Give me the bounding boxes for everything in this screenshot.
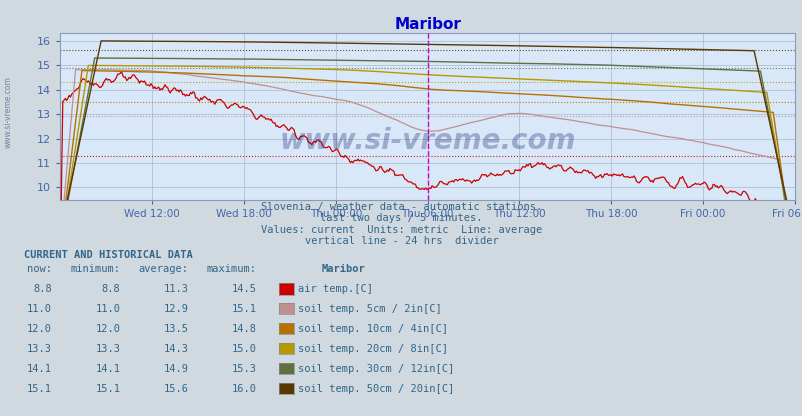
Text: soil temp. 30cm / 12in[C]: soil temp. 30cm / 12in[C]: [298, 364, 454, 374]
Text: Values: current  Units: metric  Line: average: Values: current Units: metric Line: aver…: [261, 225, 541, 235]
Text: 15.3: 15.3: [232, 364, 257, 374]
Text: now:: now:: [27, 265, 52, 275]
Text: average:: average:: [139, 265, 188, 275]
Text: www.si-vreme.com: www.si-vreme.com: [279, 127, 575, 156]
Text: 15.1: 15.1: [27, 384, 52, 394]
Text: vertical line - 24 hrs  divider: vertical line - 24 hrs divider: [304, 236, 498, 246]
Text: 14.8: 14.8: [232, 324, 257, 334]
Text: 15.1: 15.1: [232, 305, 257, 314]
Text: 15.0: 15.0: [232, 344, 257, 354]
Text: 8.8: 8.8: [34, 285, 52, 295]
Text: 12.0: 12.0: [27, 324, 52, 334]
Text: maximum:: maximum:: [207, 265, 257, 275]
Text: 14.1: 14.1: [95, 364, 120, 374]
Text: 15.1: 15.1: [95, 384, 120, 394]
Text: 11.0: 11.0: [95, 305, 120, 314]
Text: minimum:: minimum:: [71, 265, 120, 275]
Text: 12.9: 12.9: [164, 305, 188, 314]
Title: Maribor: Maribor: [394, 17, 460, 32]
Text: last two days / 5 minutes.: last two days / 5 minutes.: [320, 213, 482, 223]
Text: soil temp. 10cm / 4in[C]: soil temp. 10cm / 4in[C]: [298, 324, 448, 334]
Text: 12.0: 12.0: [95, 324, 120, 334]
Text: CURRENT AND HISTORICAL DATA: CURRENT AND HISTORICAL DATA: [24, 250, 192, 260]
Text: 15.6: 15.6: [164, 384, 188, 394]
Text: soil temp. 50cm / 20in[C]: soil temp. 50cm / 20in[C]: [298, 384, 454, 394]
Text: Slovenia / weather data - automatic stations.: Slovenia / weather data - automatic stat…: [261, 202, 541, 212]
Text: 14.9: 14.9: [164, 364, 188, 374]
Text: 13.5: 13.5: [164, 324, 188, 334]
Text: 14.1: 14.1: [27, 364, 52, 374]
Text: 11.0: 11.0: [27, 305, 52, 314]
Text: 11.3: 11.3: [164, 285, 188, 295]
Text: 16.0: 16.0: [232, 384, 257, 394]
Text: 13.3: 13.3: [95, 344, 120, 354]
Text: www.si-vreme.com: www.si-vreme.com: [3, 77, 13, 148]
Text: 8.8: 8.8: [102, 285, 120, 295]
Text: soil temp. 20cm / 8in[C]: soil temp. 20cm / 8in[C]: [298, 344, 448, 354]
Text: soil temp. 5cm / 2in[C]: soil temp. 5cm / 2in[C]: [298, 305, 441, 314]
Text: 14.5: 14.5: [232, 285, 257, 295]
Text: 13.3: 13.3: [27, 344, 52, 354]
Text: 14.3: 14.3: [164, 344, 188, 354]
Text: Maribor: Maribor: [321, 265, 364, 275]
Text: air temp.[C]: air temp.[C]: [298, 285, 372, 295]
